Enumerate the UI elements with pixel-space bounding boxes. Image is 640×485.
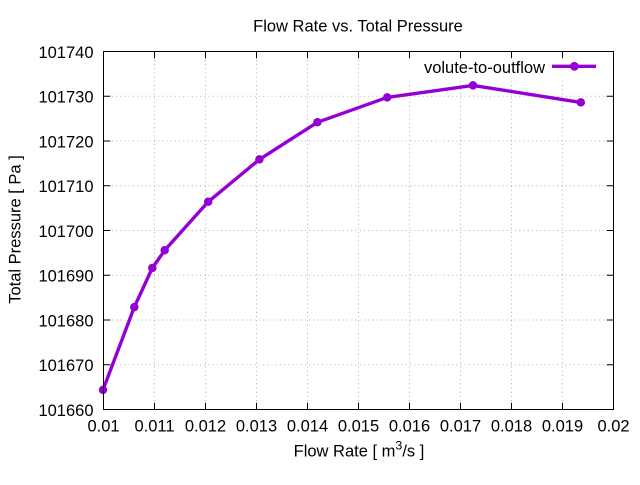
svg-text:0.014: 0.014 [287, 418, 328, 436]
svg-text:Flow Rate [ m3/s ]: Flow Rate [ m3/s ] [294, 439, 425, 461]
svg-text:0.016: 0.016 [389, 418, 430, 436]
svg-text:0.011: 0.011 [134, 418, 174, 436]
svg-text:101680: 101680 [38, 312, 93, 330]
svg-text:0.01: 0.01 [87, 418, 119, 436]
svg-text:0.015: 0.015 [338, 418, 379, 436]
svg-text:0.018: 0.018 [491, 418, 532, 436]
svg-text:101730: 101730 [38, 89, 93, 107]
svg-text:volute-to-outflow: volute-to-outflow [424, 59, 545, 77]
svg-text:101710: 101710 [38, 178, 93, 196]
svg-text:101700: 101700 [38, 223, 93, 241]
svg-text:101690: 101690 [38, 268, 93, 286]
svg-text:0.019: 0.019 [542, 418, 583, 436]
svg-text:0.02: 0.02 [597, 418, 629, 436]
svg-text:Flow Rate vs. Total Pressure: Flow Rate vs. Total Pressure [253, 18, 463, 36]
svg-text:101740: 101740 [38, 44, 93, 62]
svg-text:0.013: 0.013 [236, 418, 277, 436]
svg-text:0.012: 0.012 [185, 418, 226, 436]
svg-text:Total Pressure [ Pa ]: Total Pressure [ Pa ] [6, 155, 24, 304]
svg-text:0.017: 0.017 [440, 418, 481, 436]
svg-text:101660: 101660 [38, 402, 93, 420]
svg-text:101670: 101670 [38, 357, 93, 375]
svg-text:101720: 101720 [38, 133, 93, 151]
